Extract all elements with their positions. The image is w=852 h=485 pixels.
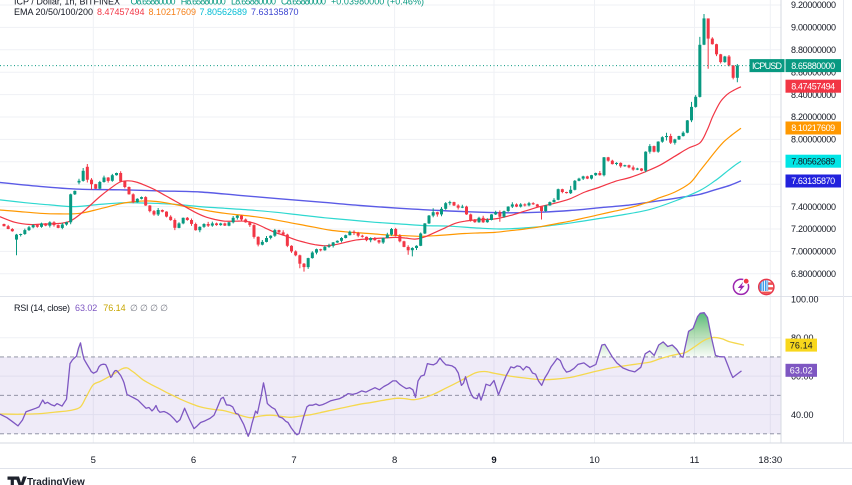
svg-text:11: 11 bbox=[690, 455, 700, 466]
svg-text:8.65880000: 8.65880000 bbox=[791, 61, 835, 71]
svg-text:80.00: 80.00 bbox=[791, 333, 814, 343]
svg-text:18:30: 18:30 bbox=[758, 455, 782, 466]
svg-text:6: 6 bbox=[191, 455, 196, 466]
svg-text:8.10217609: 8.10217609 bbox=[791, 123, 835, 133]
svg-text:7.63135870: 7.63135870 bbox=[791, 176, 835, 186]
svg-text:7.80562689: 7.80562689 bbox=[791, 156, 835, 166]
svg-text:8.80000000: 8.80000000 bbox=[791, 45, 836, 55]
svg-text:8.40000000: 8.40000000 bbox=[791, 90, 836, 100]
svg-text:8.00000000: 8.00000000 bbox=[791, 135, 836, 145]
svg-text:100.00: 100.00 bbox=[791, 294, 819, 304]
svg-text:6.80000000: 6.80000000 bbox=[791, 269, 836, 279]
svg-text:TradingView: TradingView bbox=[27, 477, 85, 485]
svg-text:ICPUSD: ICPUSD bbox=[752, 61, 783, 71]
svg-text:5: 5 bbox=[91, 455, 96, 466]
svg-text:7: 7 bbox=[291, 455, 296, 466]
svg-text:7.40000000: 7.40000000 bbox=[791, 202, 836, 212]
svg-text:7.20000000: 7.20000000 bbox=[791, 224, 836, 234]
svg-text:9: 9 bbox=[491, 455, 496, 466]
svg-text:40.00: 40.00 bbox=[791, 410, 814, 420]
svg-text:8.20000000: 8.20000000 bbox=[791, 112, 836, 122]
svg-text:76.14: 76.14 bbox=[790, 340, 813, 350]
svg-text:8.60000000: 8.60000000 bbox=[791, 67, 836, 77]
svg-text:9.00000000: 9.00000000 bbox=[791, 23, 836, 33]
svg-text:8.47457494: 8.47457494 bbox=[791, 81, 835, 91]
svg-text:8: 8 bbox=[392, 455, 397, 466]
svg-text:9.20000000: 9.20000000 bbox=[791, 0, 836, 10]
svg-text:63.02: 63.02 bbox=[790, 366, 813, 376]
svg-text:7.00000000: 7.00000000 bbox=[791, 247, 836, 257]
svg-text:10: 10 bbox=[589, 455, 600, 466]
